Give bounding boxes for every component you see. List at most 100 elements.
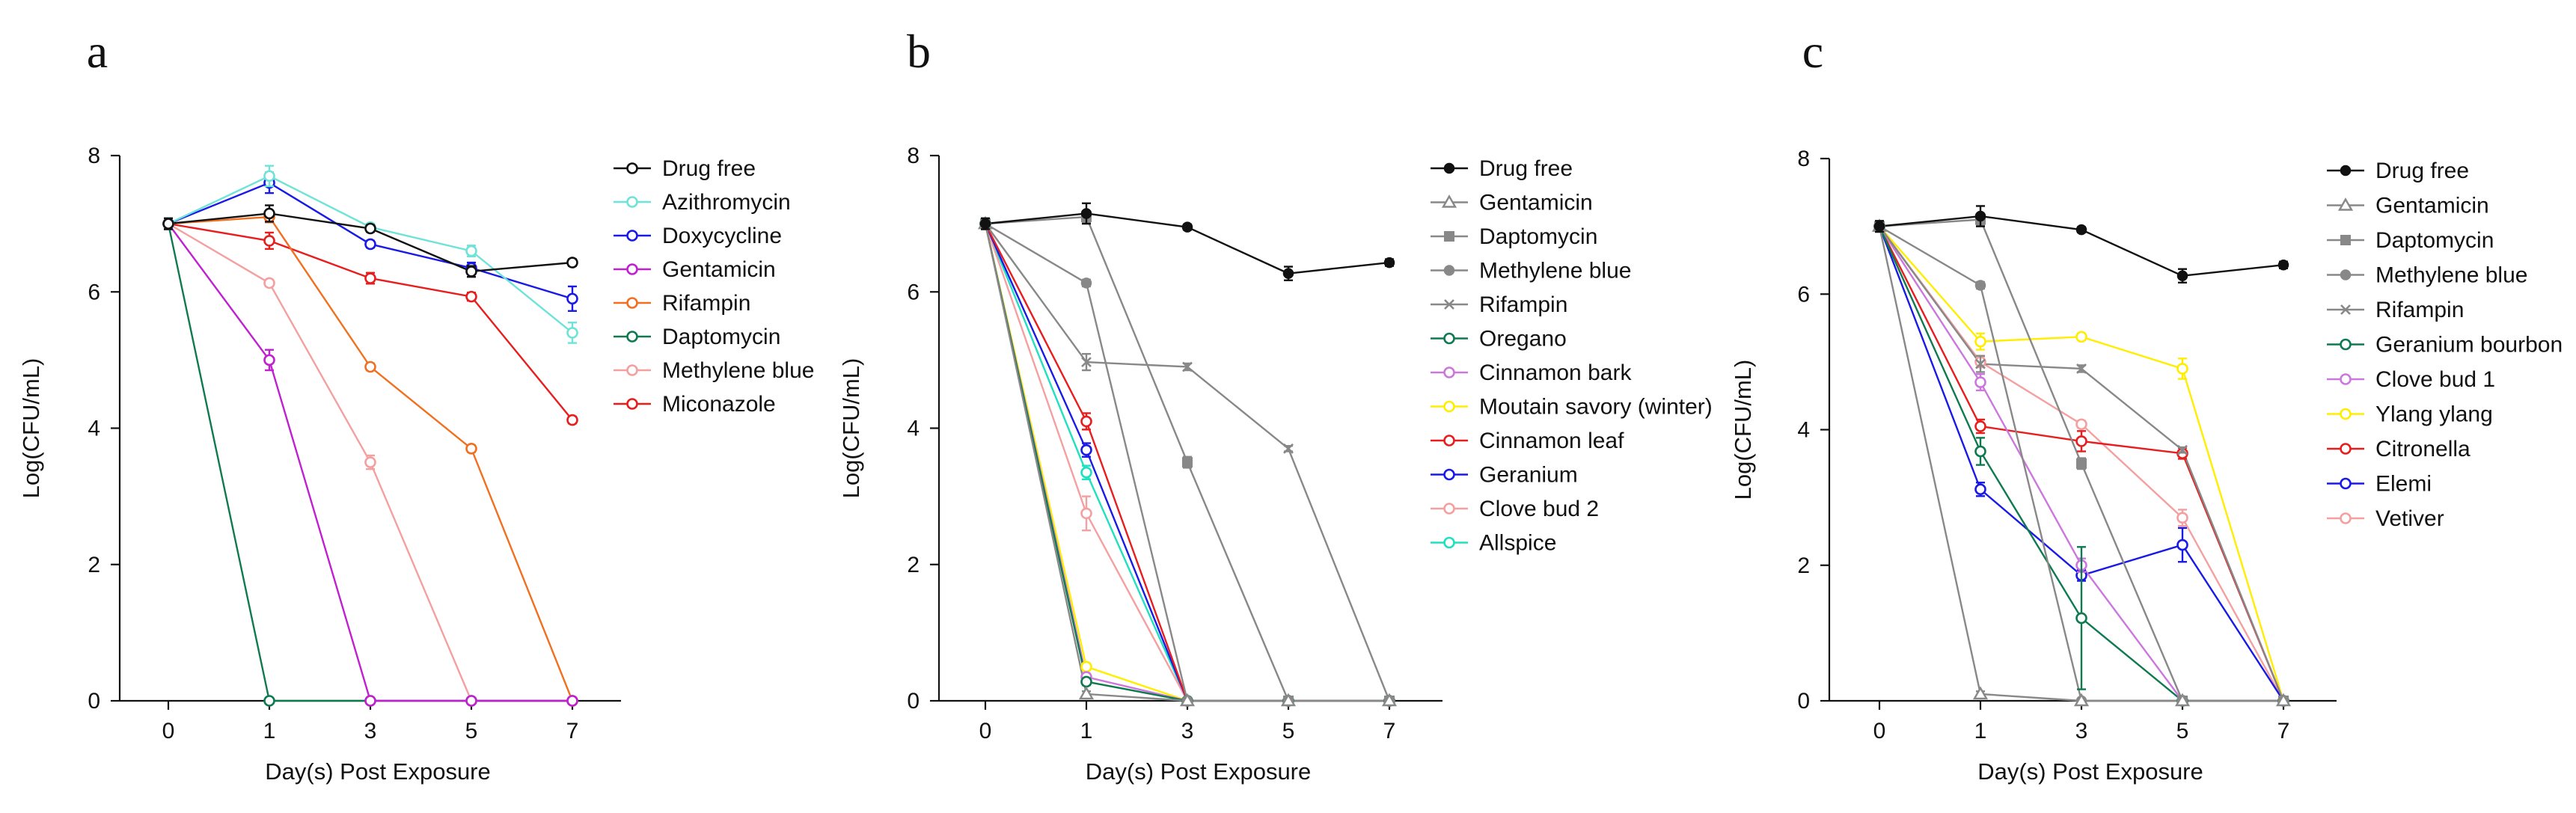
- y-tick-label: 2: [1797, 553, 1810, 578]
- legend-marker: [626, 331, 638, 343]
- data-point: [2075, 612, 2087, 625]
- legend-marker: [1444, 231, 1454, 242]
- y-axis-title: Log(CFU/mL): [18, 358, 44, 499]
- legend-label: Methylene blue: [2375, 263, 2527, 288]
- legend: Drug free Gentamicin Daptomycin Methylene b…: [2327, 159, 2563, 531]
- legend-label: Methylene blue: [1479, 259, 1631, 283]
- legend-label: Gentamicin: [1479, 191, 1593, 215]
- data-point: [1080, 675, 1092, 688]
- data-point: [1080, 208, 1092, 219]
- legend-marker: [1443, 265, 1455, 276]
- data-point: [1974, 483, 1986, 496]
- legend: Drug free Azithromycin Doxycycline Gentamic…: [614, 156, 814, 417]
- data-point: [263, 695, 275, 707]
- data-point: [263, 354, 275, 366]
- legend-label: Daptomycin: [662, 325, 780, 349]
- data-point: [364, 222, 376, 235]
- x-tick-label: 7: [2277, 719, 2290, 743]
- legend-label: Vetiver: [2375, 506, 2444, 531]
- legend-label: Cinnamon bark: [1479, 361, 1632, 385]
- legend-label: Allspice: [1479, 531, 1556, 556]
- data-point: [566, 292, 578, 305]
- legend-label: Daptomycin: [2375, 228, 2494, 253]
- legend-marker: [1444, 299, 1454, 310]
- legend-label: Miconazole: [662, 392, 776, 417]
- legend-label: Oregano: [1479, 327, 1567, 352]
- y-tick-label: 2: [88, 553, 100, 577]
- x-tick-label: 0: [1873, 719, 1886, 743]
- legend-label: Rifampin: [2375, 298, 2464, 322]
- x-tick-label: 3: [364, 719, 377, 743]
- data-point: [465, 290, 477, 303]
- legend-marker: [2340, 338, 2352, 351]
- data-point: [263, 277, 275, 289]
- legend: Drug free Gentamicin Daptomycin Methylene b…: [1431, 156, 1713, 556]
- data-point: [2076, 458, 2087, 469]
- data-point: [1381, 693, 1398, 707]
- legend-label: Clove bud 1: [2375, 367, 2495, 392]
- data-point: [566, 257, 578, 269]
- data-point: [1182, 361, 1193, 372]
- legend-label: Elemi: [2375, 472, 2432, 497]
- y-tick-label: 8: [1797, 147, 1810, 171]
- legend-marker: [1443, 366, 1455, 378]
- legend-marker: [626, 297, 638, 309]
- legend-label: Drug free: [662, 156, 756, 181]
- data-point: [364, 272, 376, 284]
- panel-c: c 0 2 4 6 8 0 1 3 5 7 Day(s) Post Exposure Log(CFU/m…: [1730, 25, 2563, 785]
- data-point: [1974, 335, 1986, 348]
- x-tick-label: 3: [2075, 719, 2088, 743]
- legend-label: Gentamicin: [2375, 194, 2489, 218]
- data-point: [2177, 444, 2188, 455]
- y-tick-label: 4: [88, 417, 100, 441]
- data-point: [263, 235, 275, 247]
- data-point: [1081, 357, 1092, 368]
- legend-label: Methylene blue: [662, 358, 814, 383]
- legend-marker: [1441, 194, 1457, 208]
- legend-label: Geranium: [1479, 463, 1578, 488]
- panel-label: a: [87, 25, 108, 78]
- panel-label: b: [907, 25, 931, 78]
- data-point: [2275, 693, 2292, 707]
- data-point: [1080, 466, 1092, 479]
- y-tick-label: 6: [1797, 282, 1810, 307]
- legend-label: Ylang ylang: [2375, 402, 2493, 427]
- y-tick-label: 6: [88, 280, 100, 304]
- legend-marker: [2337, 197, 2354, 211]
- data-point: [1182, 457, 1193, 468]
- data-point: [1974, 210, 1986, 222]
- data-point: [979, 218, 991, 230]
- panel-b: b 0 2 4 6 8 0 1 3 5 7 Day(s) Post Exposure Log(CFU/m…: [838, 25, 1713, 785]
- y-axis-title: Log(CFU/mL): [838, 358, 864, 499]
- x-tick-label: 1: [1080, 719, 1093, 743]
- data-point: [1383, 257, 1395, 269]
- data-point: [364, 238, 376, 251]
- legend-label: Doxycycline: [662, 224, 782, 248]
- data-point: [1283, 443, 1294, 454]
- data-point: [2176, 270, 2188, 282]
- data-point: [1179, 693, 1196, 707]
- legend-marker: [1443, 332, 1455, 345]
- y-tick-label: 0: [907, 689, 920, 714]
- legend-marker: [1443, 503, 1455, 515]
- data-point: [1080, 415, 1092, 428]
- y-tick-label: 8: [88, 144, 100, 168]
- legend-marker: [626, 230, 638, 242]
- legend-marker: [2340, 408, 2352, 420]
- legend-label: Moutain savory (winter): [1479, 395, 1713, 420]
- legend-label: Rifampin: [662, 291, 750, 316]
- panel-a: a 0 2 4 6 8 0 1 3 5 7 Day(s) Post Exposure Log(CFU/m…: [18, 25, 814, 785]
- legend-marker: [2340, 304, 2351, 315]
- data-point: [566, 695, 578, 707]
- data-point: [2075, 331, 2087, 343]
- legend-label: Drug free: [2375, 159, 2469, 183]
- y-tick-label: 0: [1797, 689, 1810, 714]
- x-tick-label: 0: [979, 719, 992, 743]
- data-point: [2075, 435, 2087, 447]
- legend-marker: [1443, 162, 1455, 174]
- legend-label: Daptomycin: [1479, 224, 1597, 249]
- data-point: [2174, 693, 2191, 707]
- data-point: [2176, 363, 2188, 375]
- data-point: [1181, 221, 1193, 233]
